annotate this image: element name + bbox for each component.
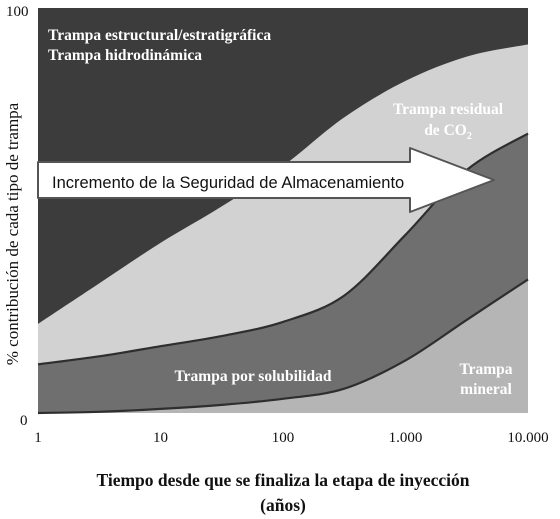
y-tick-label: 100 <box>6 4 29 20</box>
label-structural-hydrodynamic: Trampa estructural/estratigráfica Trampa … <box>48 27 271 64</box>
stacked-areas <box>37 8 529 415</box>
arrow-label: Incremento de la Seguridad de Almacenami… <box>52 174 404 192</box>
x-tick-label: 1.000 <box>389 430 423 446</box>
x-axis-label-line-1: Tiempo desde que se finaliza la etapa de… <box>96 470 469 490</box>
y-axis-ticks: 0 100 <box>6 4 29 429</box>
x-tick-label: 10.000 <box>507 430 548 446</box>
x-tick-label: 100 <box>272 430 295 446</box>
y-axis-label: % contribución de cada tipo de trampa <box>3 102 22 365</box>
label-solubility: Trampa por solubilidad <box>174 368 331 385</box>
x-axis-ticks: 1 10 100 1.000 10.000 <box>34 430 548 446</box>
x-tick-label: 1 <box>34 430 42 446</box>
area-mineral <box>38 279 528 413</box>
arrow-shape <box>37 147 495 213</box>
label-residual: Trampa residual de CO2 <box>393 101 504 142</box>
area-solubility <box>38 133 528 413</box>
x-tick-label: 10 <box>153 430 168 446</box>
y-tick-label: 0 <box>20 413 28 429</box>
security-arrow: Incremento de la Seguridad de Almacenami… <box>37 147 495 213</box>
boundary-mineral <box>37 278 529 415</box>
label-mineral: Trampa mineral <box>459 361 512 398</box>
x-axis-label-line-2: (años) <box>260 495 306 515</box>
region-labels: Trampa estructural/estratigráfica Trampa … <box>48 27 513 398</box>
